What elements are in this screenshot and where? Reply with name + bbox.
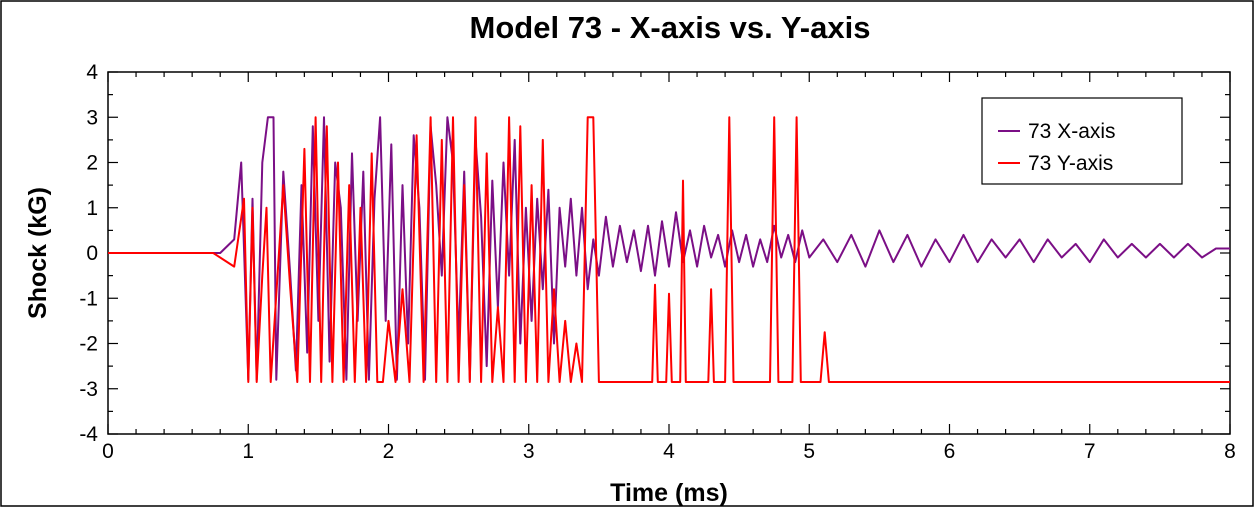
y-tick-label: 0 xyxy=(86,242,98,265)
data-series xyxy=(108,116,1230,383)
y-axis-label: Shock (kG) xyxy=(24,187,52,319)
y-tick-label: 1 xyxy=(86,197,98,220)
axis-ticks xyxy=(107,71,1231,435)
x-tick-label: 3 xyxy=(523,440,535,463)
x-tick-label: 8 xyxy=(1224,440,1236,463)
y-tick-label: -4 xyxy=(79,423,98,446)
y-tick-label: 4 xyxy=(86,61,98,84)
x-tick-label: 6 xyxy=(944,440,956,463)
x-tick-label: 0 xyxy=(102,440,114,463)
y-tick-label: -2 xyxy=(79,333,98,356)
legend-box xyxy=(981,97,1183,185)
y-tick-label: 2 xyxy=(86,152,98,175)
series-line-73-y-axis xyxy=(108,116,1230,383)
y-tick-labels: 4 3 2 1 0 -1 -2 -3 -4 xyxy=(79,61,98,446)
y-tick-label: 3 xyxy=(86,106,98,129)
legend-label-y-axis: 73 Y-axis xyxy=(1028,152,1113,175)
x-axis-label: Time (ms) xyxy=(610,479,728,507)
y-tick-label: -3 xyxy=(79,378,98,401)
x-tick-label: 5 xyxy=(803,440,815,463)
legend-label-x-axis: 73 X-axis xyxy=(1028,120,1116,143)
y-tick-label: -1 xyxy=(79,287,98,310)
x-tick-label: 7 xyxy=(1084,440,1096,463)
x-tick-labels: 0 1 2 3 4 5 6 7 8 xyxy=(102,440,1236,463)
x-tick-label: 2 xyxy=(383,440,395,463)
legend: 73 X-axis 73 Y-axis xyxy=(981,97,1183,185)
series-line-73-x-axis xyxy=(108,116,1230,381)
x-tick-label: 4 xyxy=(663,440,675,463)
chart-title: Model 73 - X-axis vs. Y-axis xyxy=(470,10,871,45)
x-tick-label: 1 xyxy=(242,440,254,463)
